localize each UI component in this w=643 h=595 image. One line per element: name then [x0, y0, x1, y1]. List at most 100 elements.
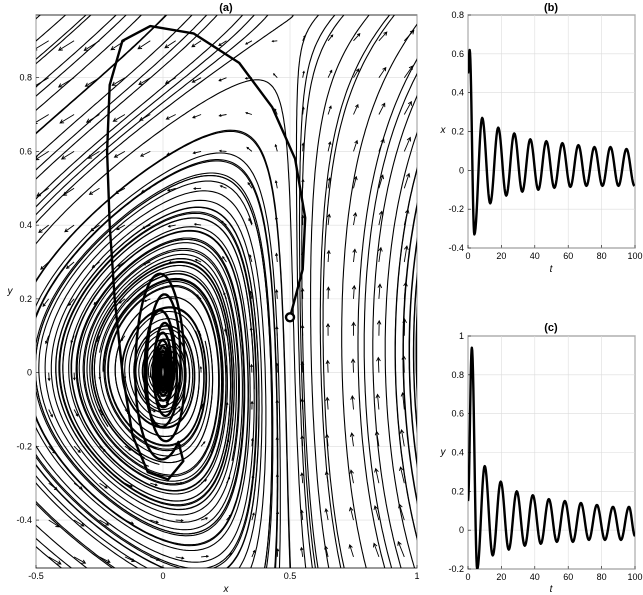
direction-arrow — [36, 114, 49, 125]
direction-arrow — [90, 224, 100, 232]
streamline — [36, 18, 291, 224]
y-tick-label: 0.8 — [451, 10, 464, 20]
streamline — [112, 567, 114, 568]
streamline — [289, 15, 294, 20]
direction-arrow — [149, 372, 152, 379]
streamline — [372, 95, 417, 568]
direction-arrow — [300, 287, 305, 299]
direction-arrow — [373, 505, 380, 521]
direction-arrow — [248, 217, 253, 226]
x-tick-label: 40 — [530, 572, 540, 582]
direction-arrow — [175, 556, 185, 560]
direction-arrow — [57, 40, 75, 51]
direction-arrow — [350, 358, 356, 373]
streamline — [61, 567, 63, 568]
direction-arrow — [352, 211, 358, 226]
streamline — [416, 204, 417, 207]
streamline — [36, 456, 214, 568]
direction-arrow — [327, 177, 332, 189]
streamline — [36, 567, 37, 568]
direction-arrow — [275, 510, 280, 521]
direction-arrow — [327, 34, 334, 42]
direction-arrow — [113, 151, 126, 158]
direction-arrow — [275, 436, 279, 447]
streamline — [416, 167, 417, 170]
x-tick-label: 100 — [627, 572, 642, 582]
streamline — [36, 18, 189, 158]
direction-arrow — [276, 548, 280, 557]
direction-arrow — [226, 552, 233, 558]
direction-arrow — [300, 397, 305, 410]
streamline — [83, 249, 240, 476]
y-tick-label: 1 — [459, 331, 464, 341]
direction-arrow — [65, 261, 75, 270]
streamline — [36, 15, 208, 171]
direction-arrow — [249, 290, 253, 299]
direction-arrow — [378, 102, 386, 115]
streamline — [416, 354, 417, 382]
direction-arrow — [326, 249, 331, 263]
direction-arrow — [88, 187, 100, 195]
direction-arrow — [249, 327, 253, 336]
direction-arrow — [85, 114, 100, 123]
direction-arrow — [325, 396, 330, 410]
direction-arrow — [300, 472, 304, 484]
direction-arrow — [403, 65, 414, 78]
direction-arrow — [222, 255, 227, 263]
streamline — [36, 15, 255, 208]
direction-arrow — [150, 445, 157, 449]
initial-point-marker — [284, 312, 296, 323]
streamline — [36, 500, 37, 502]
direction-arrow — [99, 556, 111, 563]
streamline — [391, 567, 393, 568]
direction-arrow — [324, 470, 329, 484]
streamline — [402, 206, 417, 503]
direction-arrow — [124, 556, 136, 562]
direction-arrow — [403, 100, 412, 115]
grid — [467, 335, 636, 570]
streamline — [416, 58, 417, 60]
direction-arrow — [40, 261, 50, 270]
streamline — [416, 538, 417, 541]
streamline — [298, 15, 336, 568]
x-tick-label: 0 — [465, 572, 470, 582]
direction-arrow — [123, 372, 127, 379]
y-tick-label: 0.4 — [451, 448, 464, 458]
trajectory-line — [105, 24, 307, 481]
streamline — [36, 206, 260, 568]
direction-arrow — [224, 364, 228, 373]
streamline — [36, 482, 138, 568]
direction-arrow — [247, 182, 253, 189]
x-tick-label: 80 — [597, 572, 607, 582]
streamline — [36, 15, 167, 134]
y-tick-label: -0.4 — [16, 515, 32, 525]
direction-arrow — [378, 138, 385, 152]
direction-arrow — [378, 246, 383, 263]
x-tick-label: 20 — [496, 251, 506, 261]
streamline — [36, 217, 255, 563]
streamline — [341, 23, 417, 568]
x-tick-label: 40 — [530, 251, 540, 261]
streamline — [36, 59, 37, 60]
streamline — [36, 453, 189, 568]
x-tick-label: 60 — [563, 572, 573, 582]
streamline — [394, 169, 417, 540]
direction-arrow — [193, 222, 202, 226]
y-tick-label: 0.2 — [451, 127, 464, 137]
direction-arrow — [324, 507, 329, 521]
direction-arrow — [87, 151, 100, 159]
direction-arrow — [91, 261, 100, 268]
direction-arrow — [403, 281, 408, 299]
direction-arrow — [62, 187, 75, 196]
streamline — [322, 18, 393, 568]
direction-arrow — [124, 445, 132, 451]
direction-arrow — [378, 66, 387, 78]
direction-arrow — [250, 437, 255, 447]
direction-arrow — [196, 294, 202, 300]
direction-arrow — [143, 298, 151, 302]
direction-arrow — [326, 286, 331, 299]
streamline — [264, 567, 265, 568]
x-time-series-panel: 0 20 40 60 80 100-0.4-0.200.20.40.60.8 (b) t … — [440, 2, 643, 275]
streamline — [36, 129, 292, 568]
direction-arrow — [327, 141, 332, 152]
